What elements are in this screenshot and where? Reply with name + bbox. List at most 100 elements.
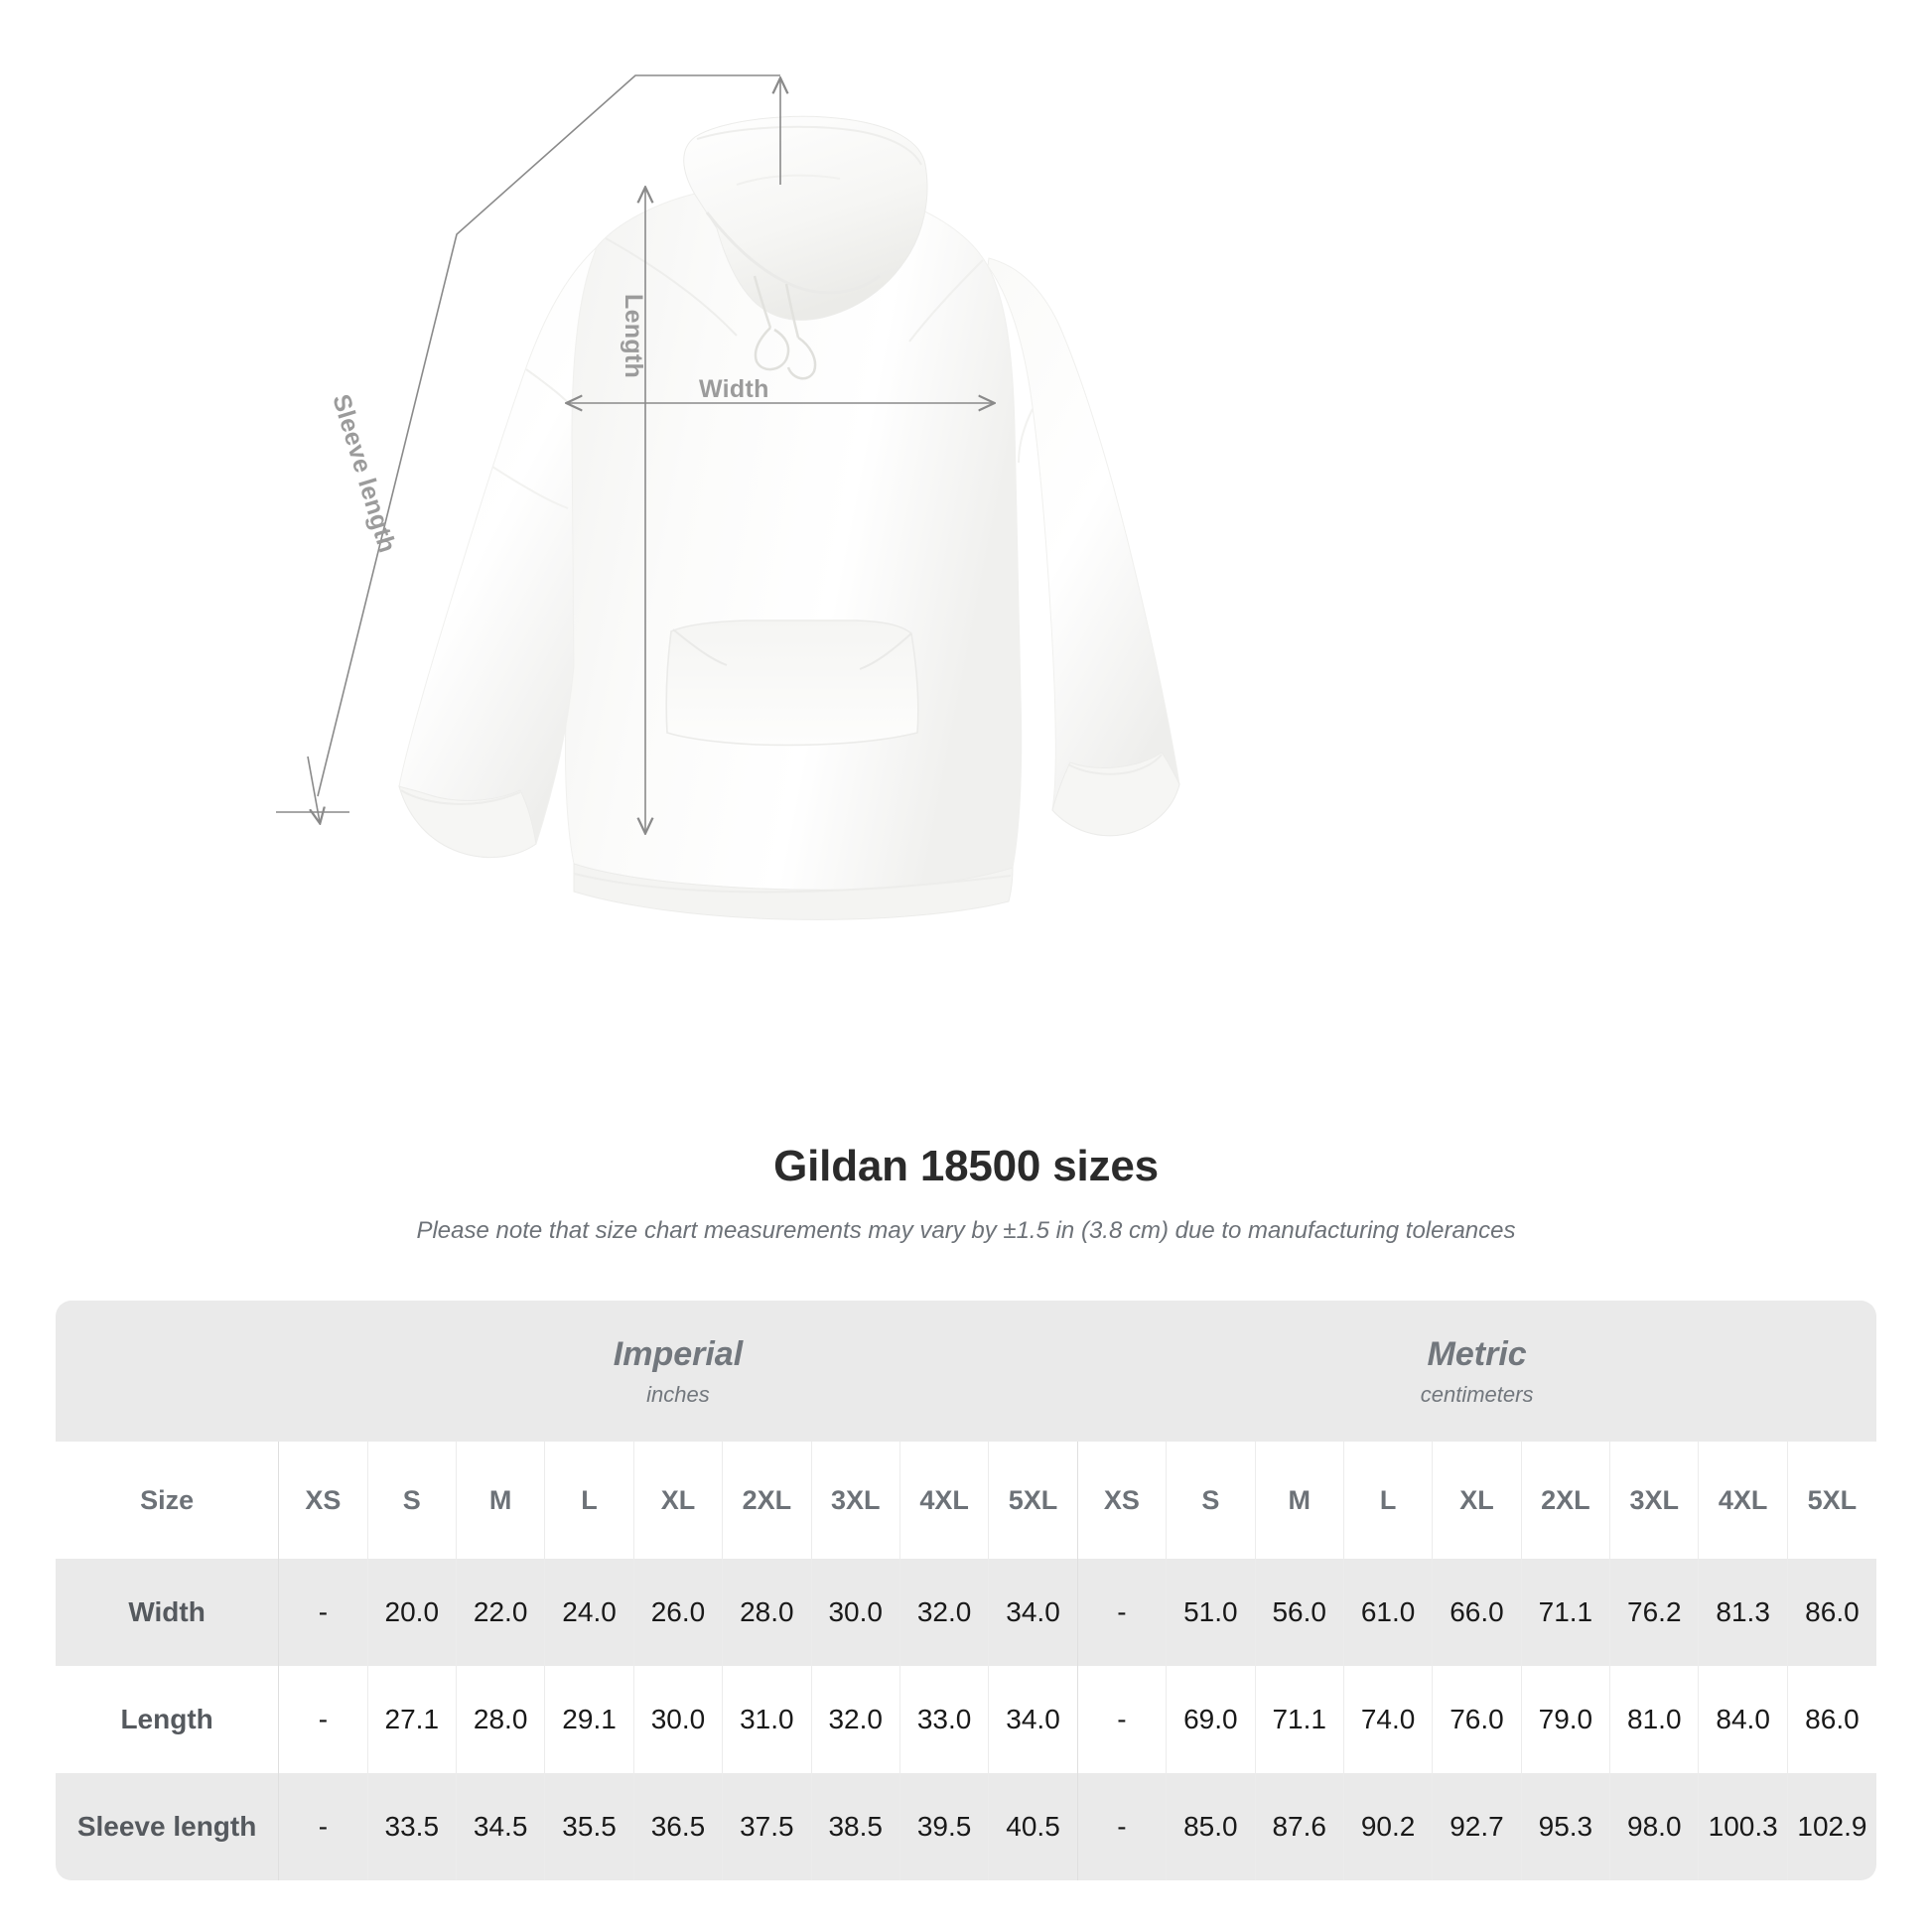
cell-length-metric-3xl: 81.0: [1609, 1666, 1699, 1773]
kangaroo-pocket: [665, 620, 919, 747]
size-chart-table: Imperial inches Metric centimeters Size …: [56, 1301, 1876, 1880]
cell-sleeve-metric-xs: -: [1076, 1773, 1167, 1880]
cell-width-metric-m: 56.0: [1254, 1559, 1344, 1666]
size-header-metric-4xl: 4XL: [1698, 1442, 1788, 1559]
cell-sleeve-metric-m: 87.6: [1254, 1773, 1344, 1880]
cell-width-imperial-m: 22.0: [455, 1559, 545, 1666]
cell-length-imperial-xs: -: [278, 1666, 368, 1773]
size-header-metric-xs: XS: [1076, 1442, 1167, 1559]
hoodie-left-sleeve: [398, 246, 597, 859]
unit-banner-imperial: Imperial inches: [278, 1301, 1078, 1442]
unit-banner-spacer: [56, 1301, 279, 1442]
cell-width-imperial-xs: -: [278, 1559, 368, 1666]
cell-length-metric-l: 74.0: [1342, 1666, 1433, 1773]
cell-sleeve-imperial-xl: 36.5: [632, 1773, 723, 1880]
size-header-metric-l: L: [1342, 1442, 1433, 1559]
unit-name-metric: Metric: [1427, 1334, 1527, 1373]
cell-width-metric-3xl: 76.2: [1609, 1559, 1699, 1666]
size-header-imperial-xl: XL: [632, 1442, 723, 1559]
cell-sleeve-metric-3xl: 98.0: [1609, 1773, 1699, 1880]
cell-length-metric-4xl: 84.0: [1698, 1666, 1788, 1773]
cell-width-imperial-5xl: 34.0: [988, 1559, 1078, 1666]
page-title: Gildan 18500 sizes: [773, 1142, 1159, 1190]
cell-sleeve-metric-2xl: 95.3: [1520, 1773, 1610, 1880]
cell-sleeve-metric-l: 90.2: [1342, 1773, 1433, 1880]
cell-length-imperial-xl: 30.0: [632, 1666, 723, 1773]
table-row: Width - 20.0 22.0 24.0 26.0 28.0 30.0 32…: [56, 1559, 1876, 1666]
sleeve-measure-line: [317, 74, 780, 797]
cell-length-metric-s: 69.0: [1166, 1666, 1256, 1773]
unit-name-imperial: Imperial: [613, 1334, 744, 1373]
cell-sleeve-metric-4xl: 100.3: [1698, 1773, 1788, 1880]
cell-sleeve-imperial-5xl: 40.5: [988, 1773, 1078, 1880]
cell-length-imperial-3xl: 32.0: [810, 1666, 900, 1773]
cell-sleeve-imperial-l: 35.5: [544, 1773, 634, 1880]
table-row: Sleeve length - 33.5 34.5 35.5 36.5 37.5…: [56, 1773, 1876, 1880]
hoodie-body-shape: [564, 115, 1023, 891]
cell-width-imperial-4xl: 32.0: [898, 1559, 989, 1666]
cell-length-imperial-m: 28.0: [455, 1666, 545, 1773]
hoodie-hem: [573, 863, 1014, 920]
cell-width-imperial-xl: 26.0: [632, 1559, 723, 1666]
cell-width-imperial-3xl: 30.0: [810, 1559, 900, 1666]
cell-sleeve-metric-xl: 92.7: [1432, 1773, 1522, 1880]
unit-banner-row: Imperial inches Metric centimeters: [56, 1301, 1876, 1442]
cell-width-metric-l: 61.0: [1342, 1559, 1433, 1666]
cell-width-imperial-s: 20.0: [366, 1559, 457, 1666]
cell-length-imperial-4xl: 33.0: [898, 1666, 989, 1773]
cell-width-imperial-2xl: 28.0: [722, 1559, 812, 1666]
table-row: Length - 27.1 28.0 29.1 30.0 31.0 32.0 3…: [56, 1666, 1876, 1773]
size-header-imperial-5xl: 5XL: [988, 1442, 1078, 1559]
size-header-imperial-m: M: [455, 1442, 545, 1559]
size-header-metric-m: M: [1254, 1442, 1344, 1559]
cell-sleeve-imperial-m: 34.5: [455, 1773, 545, 1880]
size-header-metric-3xl: 3XL: [1609, 1442, 1699, 1559]
size-header-imperial-xs: XS: [278, 1442, 368, 1559]
unit-sub-metric: centimeters: [1420, 1381, 1534, 1407]
size-header-imperial-3xl: 3XL: [810, 1442, 900, 1559]
cell-width-metric-xl: 66.0: [1432, 1559, 1522, 1666]
cell-sleeve-imperial-2xl: 37.5: [722, 1773, 812, 1880]
size-header-row: Size XS S M L XL 2XL 3XL 4XL 5XL XS S M …: [56, 1442, 1876, 1559]
cell-sleeve-metric-s: 85.0: [1166, 1773, 1256, 1880]
cell-length-imperial-2xl: 31.0: [722, 1666, 812, 1773]
row-label-length: Length: [56, 1666, 279, 1773]
cell-width-metric-5xl: 86.0: [1786, 1559, 1876, 1666]
tolerance-note: Please note that size chart measurements…: [416, 1217, 1516, 1244]
cell-length-imperial-s: 27.1: [366, 1666, 457, 1773]
size-header-label: Size: [56, 1442, 279, 1559]
measurement-lines: [276, 74, 993, 832]
size-chart-table-wrapper: Imperial inches Metric centimeters Size …: [56, 1301, 1876, 1880]
cell-width-metric-xs: -: [1076, 1559, 1167, 1666]
size-header-metric-2xl: 2XL: [1520, 1442, 1610, 1559]
cell-width-imperial-l: 24.0: [544, 1559, 634, 1666]
size-header-imperial-2xl: 2XL: [722, 1442, 812, 1559]
cell-sleeve-imperial-xs: -: [278, 1773, 368, 1880]
size-header-metric-s: S: [1166, 1442, 1256, 1559]
hoodie-right-sleeve: [987, 257, 1180, 837]
row-label-sleeve-length: Sleeve length: [56, 1773, 279, 1880]
garment-diagram: Length Width Sleeve length: [276, 74, 1180, 920]
title-block: Gildan 18500 sizes Please note that size…: [0, 1132, 1932, 1245]
cell-length-metric-5xl: 86.0: [1786, 1666, 1876, 1773]
unit-sub-imperial: inches: [646, 1381, 710, 1407]
cell-sleeve-metric-5xl: 102.9: [1786, 1773, 1876, 1880]
cell-sleeve-imperial-s: 33.5: [366, 1773, 457, 1880]
cell-width-metric-2xl: 71.1: [1520, 1559, 1610, 1666]
cell-width-metric-4xl: 81.3: [1698, 1559, 1788, 1666]
cell-sleeve-imperial-3xl: 38.5: [810, 1773, 900, 1880]
cell-sleeve-imperial-4xl: 39.5: [898, 1773, 989, 1880]
size-header-imperial-s: S: [366, 1442, 457, 1559]
cell-length-metric-xs: -: [1076, 1666, 1167, 1773]
row-label-width: Width: [56, 1559, 279, 1666]
size-header-metric-xl: XL: [1432, 1442, 1522, 1559]
sleeve-bottom-arrow: [307, 756, 320, 822]
width-dimension-label: Width: [699, 375, 769, 403]
cell-length-imperial-l: 29.1: [544, 1666, 634, 1773]
size-header-imperial-l: L: [544, 1442, 634, 1559]
cell-width-metric-s: 51.0: [1166, 1559, 1256, 1666]
hoodie-illustration: [276, 74, 1180, 920]
cell-length-imperial-5xl: 34.0: [988, 1666, 1078, 1773]
length-dimension-label: Length: [620, 294, 647, 379]
cell-length-metric-2xl: 79.0: [1520, 1666, 1610, 1773]
